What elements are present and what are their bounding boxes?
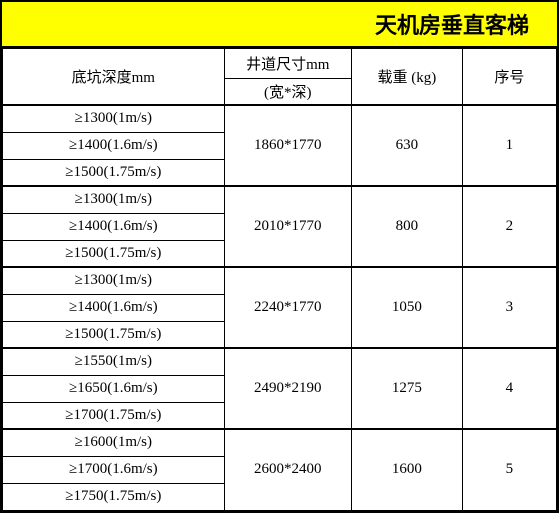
seq-cell: 4: [462, 348, 556, 429]
depth-cell: ≥1300(1m/s): [3, 105, 225, 132]
load-cell: 1050: [352, 267, 463, 348]
table-row: ≥1600(1m/s) 2600*2400 1600 5: [3, 429, 557, 456]
depth-cell: ≥1500(1.75m/s): [3, 240, 225, 267]
dim-cell: 2240*1770: [224, 267, 351, 348]
table-row: ≥1550(1m/s) 2490*2190 1275 4: [3, 348, 557, 375]
depth-cell: ≥1550(1m/s): [3, 348, 225, 375]
depth-cell: ≥1500(1.75m/s): [3, 159, 225, 186]
depth-cell: ≥1600(1m/s): [3, 429, 225, 456]
seq-cell: 2: [462, 186, 556, 267]
table-row: ≥1300(1m/s) 1860*1770 630 1: [3, 105, 557, 132]
table-wrapper: 底坑深度mm 井道尺寸mm 载重 (kg) 序号 (宽*深) ≥1300(1m/…: [0, 46, 559, 513]
depth-cell: ≥1700(1.75m/s): [3, 402, 225, 429]
load-cell: 630: [352, 105, 463, 186]
seq-cell: 5: [462, 429, 556, 510]
dim-cell: 2600*2400: [224, 429, 351, 510]
seq-cell: 3: [462, 267, 556, 348]
load-cell: 800: [352, 186, 463, 267]
page-title: 天机房垂直客梯: [375, 8, 529, 40]
dim-cell: 1860*1770: [224, 105, 351, 186]
header-dim-sub: (宽*深): [224, 79, 351, 106]
depth-cell: ≥1300(1m/s): [3, 186, 225, 213]
header-seq: 序号: [462, 49, 556, 106]
depth-cell: ≥1500(1.75m/s): [3, 321, 225, 348]
header-load: 载重 (kg): [352, 49, 463, 106]
depth-cell: ≥1400(1.6m/s): [3, 213, 225, 240]
dim-cell: 2490*2190: [224, 348, 351, 429]
header-depth: 底坑深度mm: [3, 49, 225, 106]
table-row: ≥1300(1m/s) 2240*1770 1050 3: [3, 267, 557, 294]
depth-cell: ≥1400(1.6m/s): [3, 294, 225, 321]
depth-cell: ≥1300(1m/s): [3, 267, 225, 294]
depth-cell: ≥1750(1.75m/s): [3, 483, 225, 510]
table-row: ≥1300(1m/s) 2010*1770 800 2: [3, 186, 557, 213]
depth-cell: ≥1400(1.6m/s): [3, 132, 225, 159]
header-dim-top: 井道尺寸mm: [224, 49, 351, 79]
seq-cell: 1: [462, 105, 556, 186]
depth-cell: ≥1650(1.6m/s): [3, 375, 225, 402]
load-cell: 1600: [352, 429, 463, 510]
dim-cell: 2010*1770: [224, 186, 351, 267]
load-cell: 1275: [352, 348, 463, 429]
spec-table: 底坑深度mm 井道尺寸mm 载重 (kg) 序号 (宽*深) ≥1300(1m/…: [2, 48, 557, 511]
title-bar: 天机房垂直客梯: [0, 0, 559, 46]
depth-cell: ≥1700(1.6m/s): [3, 456, 225, 483]
header-row-top: 底坑深度mm 井道尺寸mm 载重 (kg) 序号: [3, 49, 557, 79]
